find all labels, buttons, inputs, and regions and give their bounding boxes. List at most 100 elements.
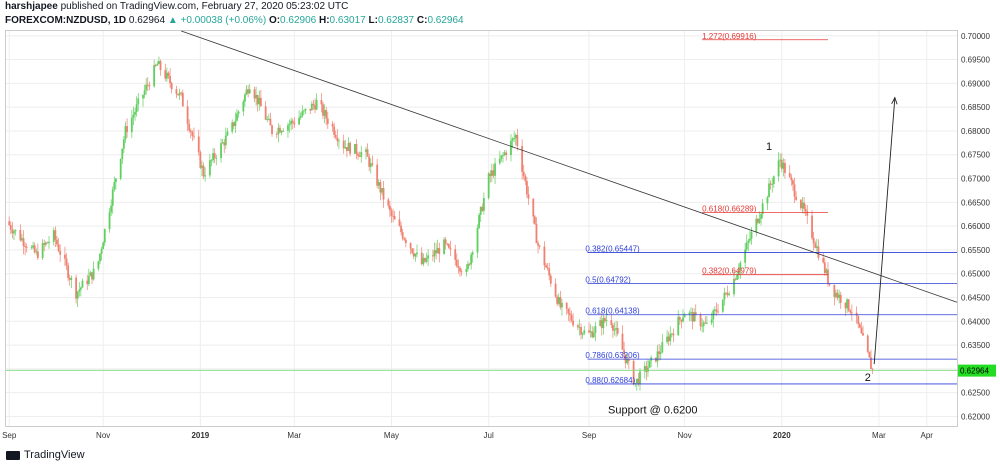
candle-up <box>165 72 168 79</box>
candle-down <box>572 320 574 326</box>
y-tick-label: 0.66500 <box>961 198 990 207</box>
candle-down <box>9 224 12 230</box>
candle-down <box>492 170 495 176</box>
candle-up <box>467 263 469 269</box>
candle-down <box>271 125 273 134</box>
candle-up <box>78 289 81 292</box>
candle-up <box>702 322 705 326</box>
candle-down <box>400 225 402 232</box>
candle-up <box>145 84 148 91</box>
candle-up <box>594 325 597 334</box>
candle-up <box>414 254 417 257</box>
candle-down <box>812 237 815 244</box>
candle-up <box>766 197 769 204</box>
projection-arrow <box>873 97 896 365</box>
candle-up <box>758 218 761 223</box>
candle-down <box>180 92 183 94</box>
candle-up <box>557 297 560 304</box>
candle-up <box>768 183 770 198</box>
publish-line: harshjapee published on TradingView.com,… <box>5 1 348 12</box>
brand-name[interactable]: TradingView <box>24 449 85 461</box>
candle-down <box>460 271 463 273</box>
candle-up <box>298 117 301 125</box>
candle-down <box>126 126 128 133</box>
candle-up <box>701 325 704 327</box>
x-tick-label: Mar <box>872 431 886 440</box>
candle-down <box>25 246 28 248</box>
fib-label-blue: 0.786(0.63206) <box>585 351 640 360</box>
candle-down <box>803 202 805 209</box>
candle-down <box>390 210 393 216</box>
candle-down <box>193 135 195 137</box>
candle-down <box>11 229 14 234</box>
candle-up <box>750 231 753 239</box>
candle-up <box>99 253 101 262</box>
low-value: 0.62837 <box>377 15 415 26</box>
candle-up <box>21 238 23 241</box>
candle-up <box>231 122 234 132</box>
close-label: C: <box>416 15 428 26</box>
candle-down <box>387 199 390 206</box>
candle-up <box>656 351 659 362</box>
candle-up <box>52 230 55 242</box>
candle-down <box>868 351 871 358</box>
candle-up <box>487 173 490 198</box>
candle-down <box>866 335 869 352</box>
candle-down <box>726 292 729 296</box>
candle-down <box>554 283 557 297</box>
candle-up <box>130 117 133 133</box>
candle-down <box>336 137 339 142</box>
candle-up <box>87 276 90 285</box>
candle-up <box>647 367 649 372</box>
candle-up <box>237 111 240 114</box>
candle-down <box>546 267 549 269</box>
candle-down <box>627 359 630 361</box>
candle-up <box>589 331 592 333</box>
candle-up <box>124 126 127 140</box>
candle-down <box>291 120 294 123</box>
candle-up <box>706 322 708 324</box>
candle-up <box>490 170 493 176</box>
candle-up <box>81 280 84 288</box>
candle-down <box>371 163 374 165</box>
candle-down <box>565 302 568 309</box>
candle-down <box>355 144 358 154</box>
candle-down <box>148 84 151 87</box>
author-name[interactable]: harshjapee <box>5 1 58 12</box>
candle-down <box>358 155 361 157</box>
symbol-name[interactable]: FOREXCOM:NZDUSD, 1D <box>5 15 127 26</box>
candle-down <box>259 97 262 107</box>
candle-up <box>721 299 724 312</box>
candle-up <box>255 94 257 99</box>
candle-down <box>177 93 179 96</box>
candle-up <box>369 163 372 167</box>
tradingview-logo-icon[interactable] <box>6 450 20 460</box>
candle-up <box>835 292 837 297</box>
plot-area[interactable] <box>5 30 958 427</box>
published-text: published on TradingView.com, February 2… <box>60 1 349 12</box>
candle-down <box>403 238 406 240</box>
candle-down <box>279 127 281 133</box>
chart-header: harshjapee published on TradingView.com,… <box>5 0 995 30</box>
candle-down <box>535 223 538 244</box>
price-change: +0.00038 (+0.06%) <box>180 15 267 26</box>
fib-label-blue: 0.88(0.62684) <box>585 376 635 385</box>
y-tick-label: 0.69000 <box>961 79 990 88</box>
price-chart[interactable]: 0.620000.625000.630000.635000.640000.645… <box>0 0 1000 447</box>
candle-down <box>522 171 525 176</box>
candle-up <box>108 212 111 230</box>
candle-up <box>226 131 229 136</box>
candle-down <box>86 280 89 285</box>
candle-up <box>115 178 117 183</box>
candle-up <box>282 130 285 132</box>
candle-up <box>201 165 203 168</box>
candle-up <box>782 162 785 169</box>
candle-up <box>838 294 841 298</box>
candle-up <box>234 120 237 127</box>
candle-down <box>481 206 484 211</box>
close-value: 0.62964 <box>427 15 464 26</box>
candle-up <box>35 251 38 253</box>
candle-up <box>111 189 114 206</box>
candle-down <box>556 296 559 304</box>
candle-up <box>503 152 506 155</box>
